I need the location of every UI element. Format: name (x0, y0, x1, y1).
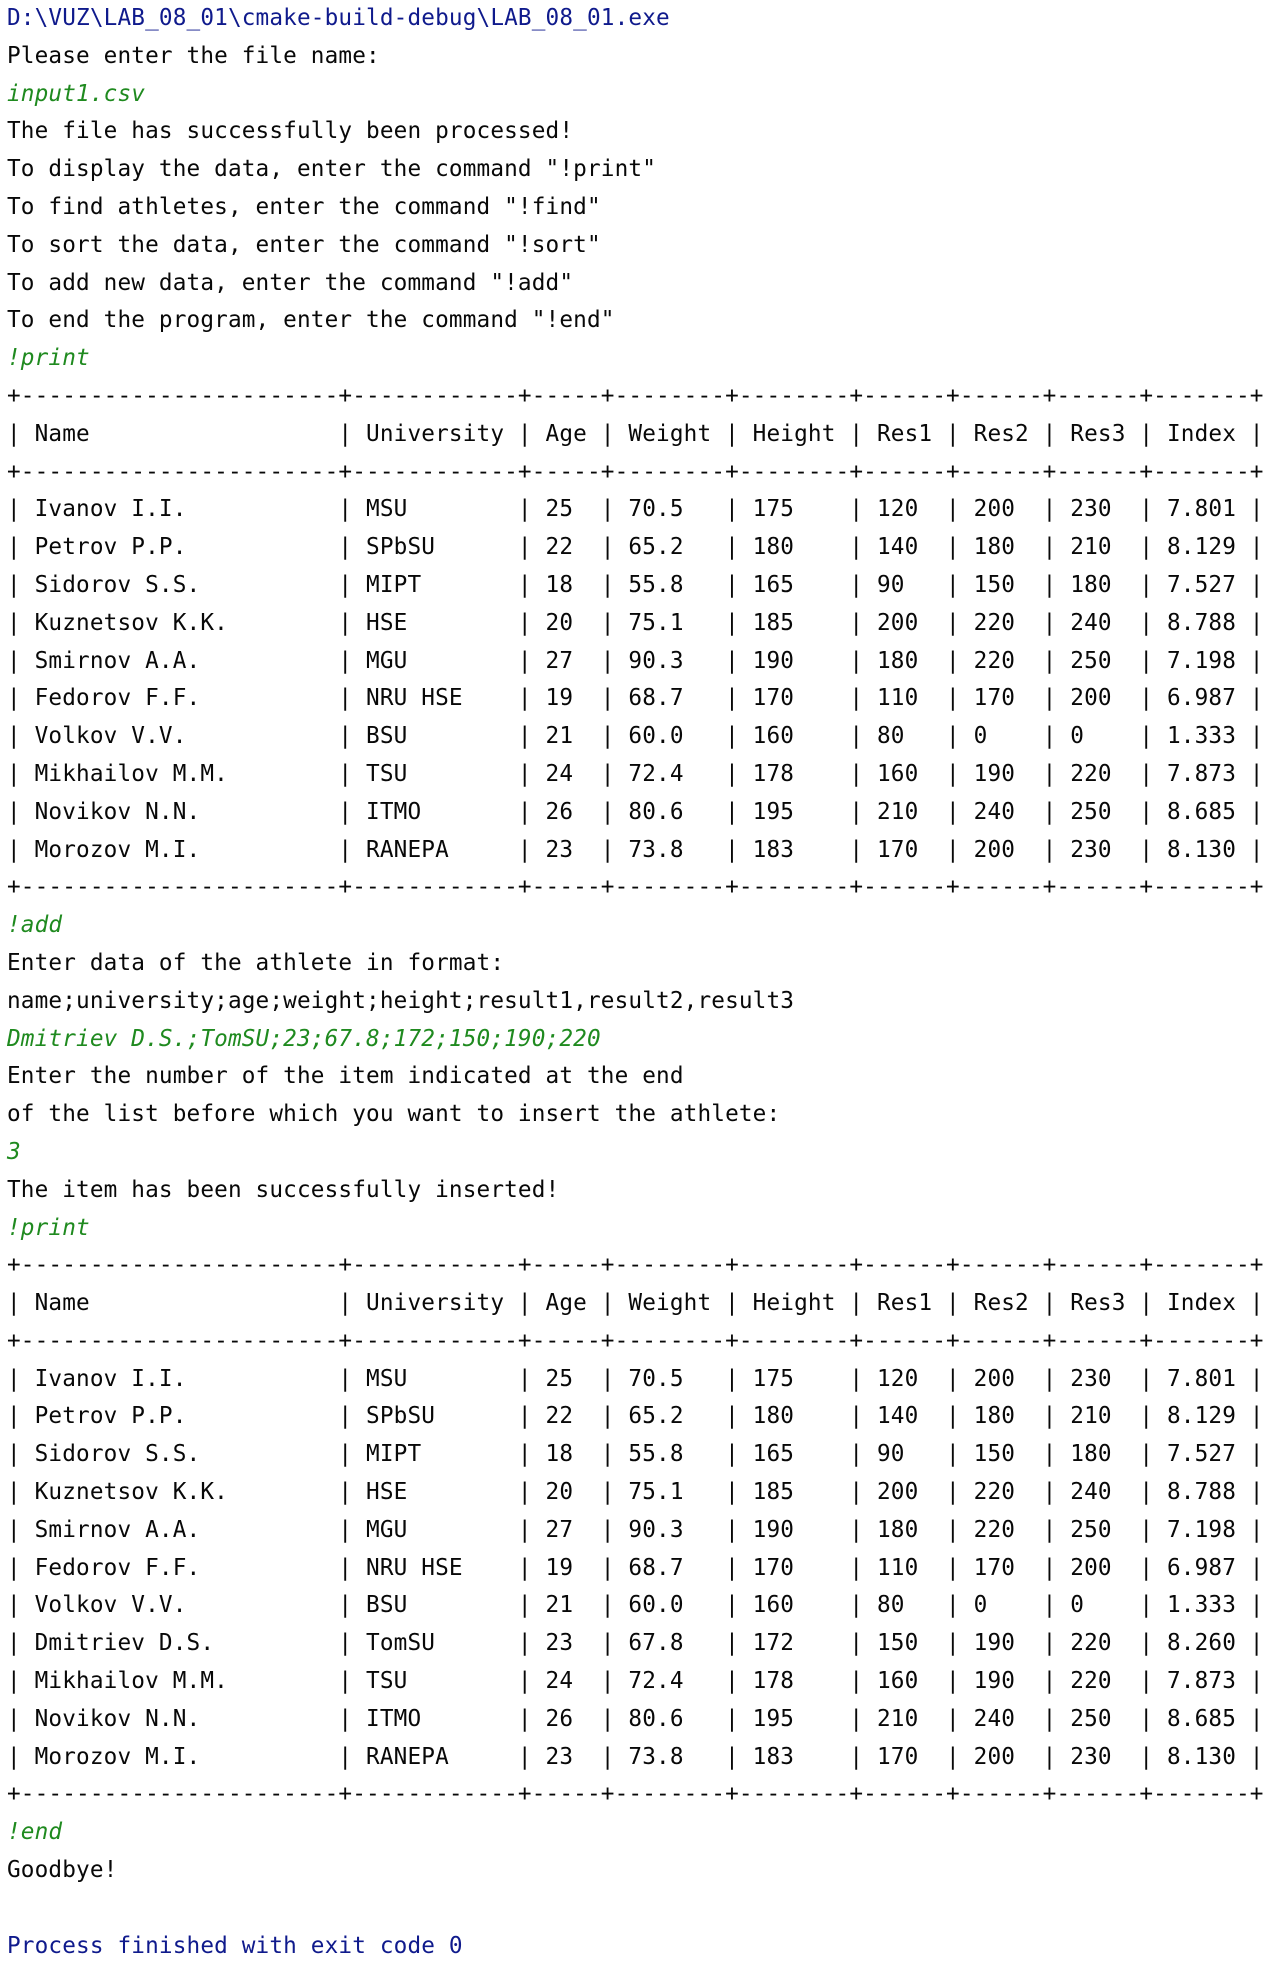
program-output-line: name;university;age;weight;height;result… (7, 987, 795, 1014)
table-row: | Petrov P.P. | SPbSU | 22 | 65.2 | 180 … (7, 1403, 1264, 1430)
user-input-line: !add (7, 912, 63, 939)
table-header-row: | Name | University | Age | Weight | Hei… (7, 420, 1264, 447)
table-row: | Petrov P.P. | SPbSU | 22 | 65.2 | 180 … (7, 534, 1264, 561)
table-row: | Sidorov S.S. | MIPT | 18 | 55.8 | 165 … (7, 1441, 1264, 1468)
table-header-row: | Name | University | Age | Weight | Hei… (7, 1290, 1264, 1317)
user-input-line: 3 (7, 1138, 21, 1165)
table-row: | Smirnov A.A. | MGU | 27 | 90.3 | 190 |… (7, 647, 1264, 674)
table-row: | Kuznetsov K.K. | HSE | 20 | 75.1 | 185… (7, 1479, 1264, 1506)
user-input-line: !print (7, 1214, 90, 1241)
table-row: | Smirnov A.A. | MGU | 27 | 90.3 | 190 |… (7, 1516, 1264, 1543)
program-output-line: To add new data, enter the command "!add… (7, 269, 574, 296)
table-border-line: +-----------------------+------------+--… (7, 1781, 1264, 1808)
program-output-line: Enter the number of the item indicated a… (7, 1063, 684, 1090)
table-border-line: +-----------------------+------------+--… (7, 1327, 1264, 1354)
console-output: D:\VUZ\LAB_08_01\cmake-build-debug\LAB_0… (7, 0, 1273, 1965)
table-row: | Novikov N.N. | ITMO | 26 | 80.6 | 195 … (7, 798, 1264, 825)
program-output-line: Please enter the file name: (7, 42, 380, 69)
table-border-line: +-----------------------+------------+--… (7, 1252, 1264, 1279)
program-output-line: To end the program, enter the command "!… (7, 307, 615, 334)
program-output-line: Enter data of the athlete in format: (7, 949, 505, 976)
program-output-line: The file has successfully been processed… (7, 118, 574, 145)
table-row: | Volkov V.V. | BSU | 21 | 60.0 | 160 | … (7, 723, 1264, 750)
table-row: | Fedorov F.F. | NRU HSE | 19 | 68.7 | 1… (7, 1554, 1264, 1581)
program-output-line: The item has been successfully inserted! (7, 1176, 560, 1203)
program-output-line: To find athletes, enter the command "!fi… (7, 193, 601, 220)
table-row: | Dmitriev D.S. | TomSU | 23 | 67.8 | 17… (7, 1630, 1264, 1657)
table-row: | Volkov V.V. | BSU | 21 | 60.0 | 160 | … (7, 1592, 1264, 1619)
user-input-line: !print (7, 345, 90, 372)
table-row: | Sidorov S.S. | MIPT | 18 | 55.8 | 165 … (7, 571, 1264, 598)
program-output-line: of the list before which you want to ins… (7, 1101, 781, 1128)
program-output-line: To display the data, enter the command "… (7, 156, 657, 183)
user-input-line: Dmitriev D.S.;TomSU;23;67.8;172;150;190;… (7, 1025, 601, 1052)
table-border-line: +-----------------------+------------+--… (7, 458, 1264, 485)
table-row: | Kuznetsov K.K. | HSE | 20 | 75.1 | 185… (7, 609, 1264, 636)
table-row: | Novikov N.N. | ITMO | 26 | 80.6 | 195 … (7, 1705, 1264, 1732)
user-input-line: input1.csv (7, 80, 146, 107)
program-output-line: To sort the data, enter the command "!so… (7, 231, 601, 258)
blank-line (7, 1890, 1273, 1928)
table-row: | Ivanov I.I. | MSU | 25 | 70.5 | 175 | … (7, 1365, 1264, 1392)
system-message-line: Process finished with exit code 0 (7, 1932, 463, 1959)
table-row: | Mikhailov M.M. | TSU | 24 | 72.4 | 178… (7, 1668, 1264, 1695)
table-row: | Fedorov F.F. | NRU HSE | 19 | 68.7 | 1… (7, 685, 1264, 712)
table-row: | Mikhailov M.M. | TSU | 24 | 72.4 | 178… (7, 760, 1264, 787)
table-row: | Morozov M.I. | RANEPA | 23 | 73.8 | 18… (7, 836, 1264, 863)
program-output-line: Goodbye! (7, 1857, 118, 1884)
table-border-line: +-----------------------+------------+--… (7, 874, 1264, 901)
system-message-line: D:\VUZ\LAB_08_01\cmake-build-debug\LAB_0… (7, 5, 670, 31)
table-row: | Morozov M.I. | RANEPA | 23 | 73.8 | 18… (7, 1743, 1264, 1770)
user-input-line: !end (7, 1819, 63, 1846)
table-border-line: +-----------------------+------------+--… (7, 382, 1264, 409)
table-row: | Ivanov I.I. | MSU | 25 | 70.5 | 175 | … (7, 496, 1264, 523)
